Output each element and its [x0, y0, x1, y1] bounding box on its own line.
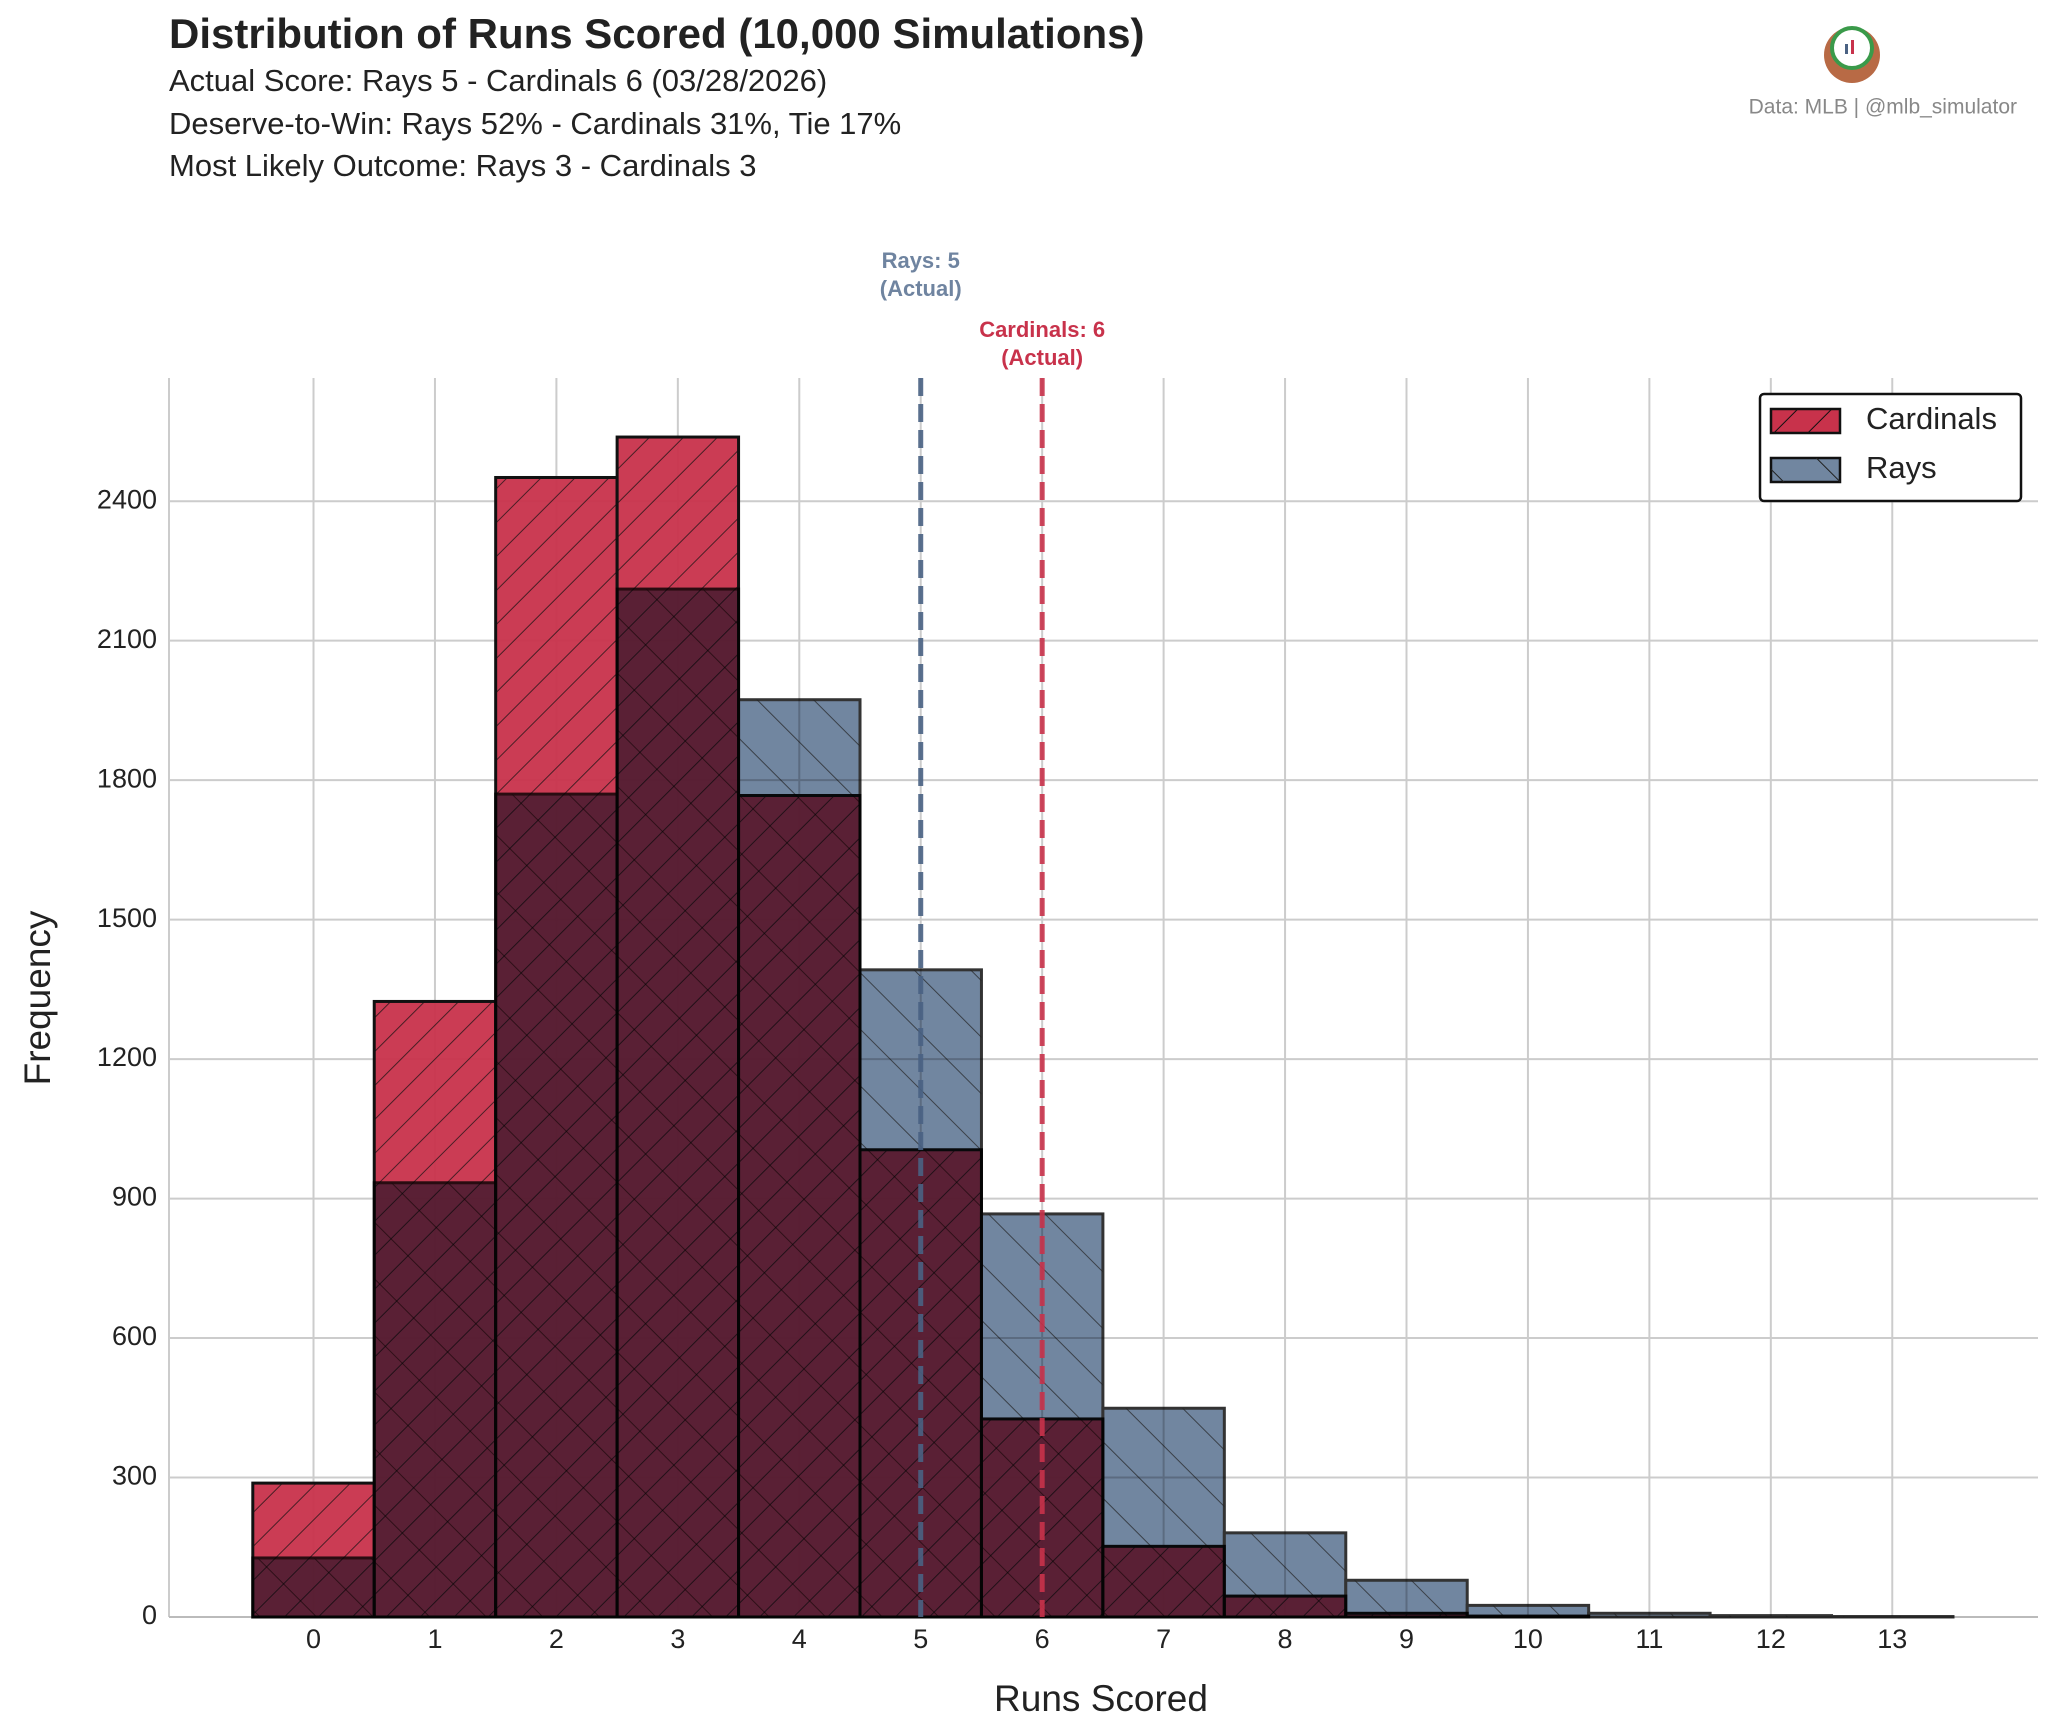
x-tick-label: 2 [549, 1624, 564, 1654]
subtitle: Most Likely Outcome: Rays 3 - Cardinals … [169, 148, 757, 183]
x-tick-label: 13 [1877, 1624, 1907, 1654]
x-tick-label: 8 [1278, 1624, 1293, 1654]
x-tick-label: 9 [1399, 1624, 1414, 1654]
x-tick-label: 11 [1635, 1624, 1663, 1654]
bar-hatch [1102, 1408, 1225, 1617]
x-tick-label: 6 [1035, 1624, 1050, 1654]
y-tick-label: 900 [112, 1182, 157, 1212]
y-tick-label: 2100 [97, 624, 157, 654]
y-tick-label: 2400 [97, 484, 157, 514]
bar-hatch [617, 589, 739, 1617]
bar-hatch [738, 699, 861, 1617]
x-axis-label: Runs Scored [994, 1678, 1208, 1719]
y-axis-label: Frequency [17, 910, 58, 1085]
legend-swatch-hatch [1771, 458, 1840, 482]
bar-hatch [1588, 1613, 1711, 1617]
legend-label: Rays [1866, 450, 1937, 485]
bar-hatch [374, 1182, 496, 1617]
bar-hatch [1710, 1615, 1832, 1617]
subtitle: Actual Score: Rays 5 - Cardinals 6 (03/2… [169, 63, 827, 98]
x-tick-label: 7 [1156, 1624, 1171, 1654]
y-tick-label: 0 [142, 1600, 157, 1630]
reference-label: (Actual) [1001, 345, 1083, 370]
legend-label: Cardinals [1866, 401, 1997, 436]
bar-hatch [252, 1557, 375, 1617]
bar-hatch [495, 794, 618, 1617]
credit: Data: MLB | @mlb_simulator [1749, 96, 2017, 119]
y-tick-label: 1500 [97, 903, 157, 933]
subtitle: Deserve-to-Win: Rays 52% - Cardinals 31%… [169, 106, 901, 141]
x-tick-label: 1 [427, 1624, 442, 1654]
legend-swatch-hatch [1771, 409, 1840, 433]
bar-hatch [1224, 1532, 1346, 1617]
y-tick-label: 1800 [97, 763, 157, 793]
legend: Cardinals Rays [1758, 392, 2023, 503]
x-tick-label: 10 [1513, 1624, 1543, 1654]
x-tick-label: 4 [792, 1624, 807, 1654]
bar-hatch [1345, 1580, 1468, 1617]
y-tick-label: 600 [112, 1321, 157, 1351]
chart-title: Distribution of Runs Scored (10,000 Simu… [169, 10, 1144, 57]
y-tick-label: 300 [112, 1461, 157, 1491]
x-tick-label: 12 [1756, 1624, 1786, 1654]
bar-hatch [1467, 1605, 1589, 1617]
x-tick-label: 3 [670, 1624, 685, 1654]
reference-label: Cardinals: 6 [979, 317, 1105, 342]
y-tick-label: 1200 [97, 1042, 157, 1072]
x-tick-label: 0 [306, 1624, 321, 1654]
reference-label: Rays: 5 [882, 248, 960, 273]
reference-label: (Actual) [880, 276, 962, 301]
x-tick-label: 5 [913, 1624, 928, 1654]
logo [1824, 26, 1880, 83]
